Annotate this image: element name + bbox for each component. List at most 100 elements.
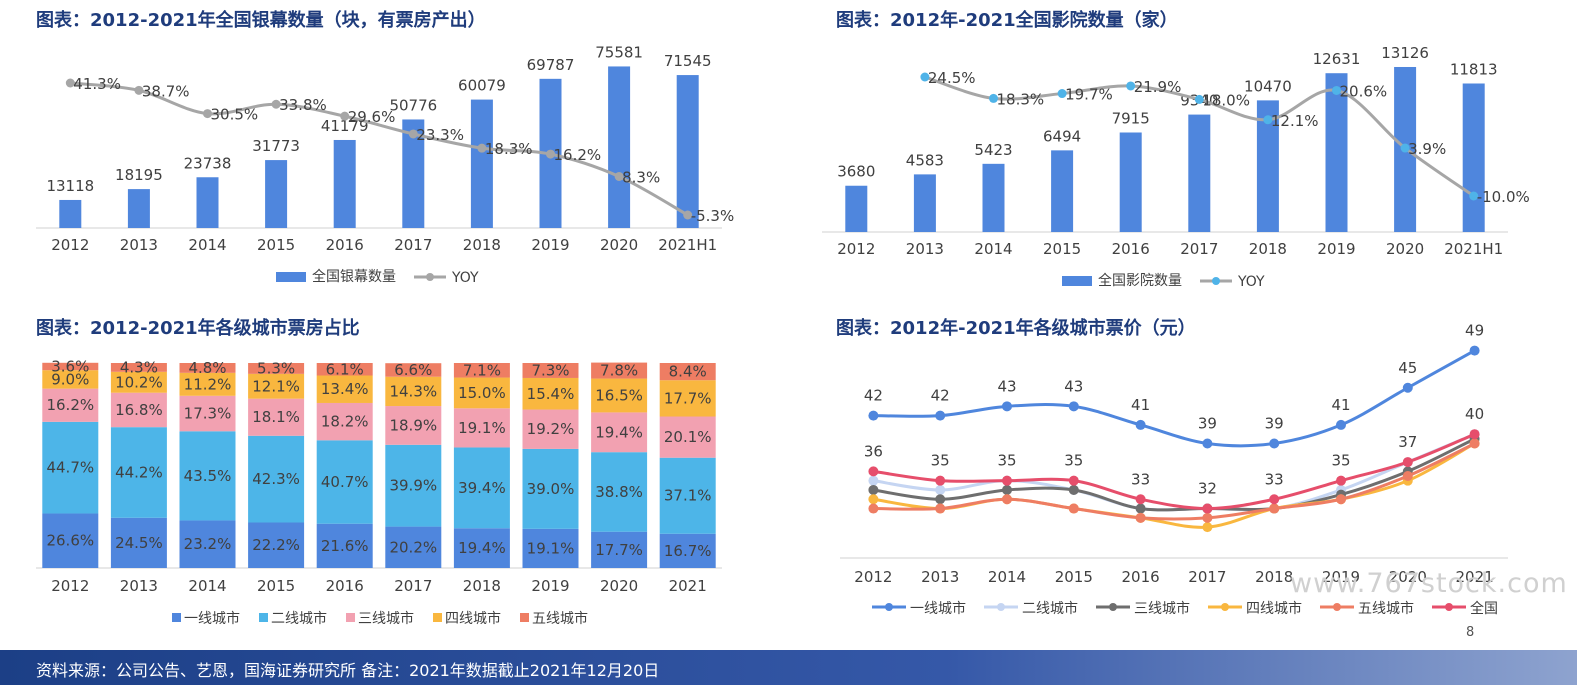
share-segment-label: 6.6% bbox=[394, 361, 432, 379]
price-value-label: 35 bbox=[997, 452, 1016, 470]
price-point bbox=[1068, 475, 1079, 486]
cinemas-yoy-point bbox=[989, 93, 998, 103]
share-segment bbox=[110, 427, 167, 518]
screens-legend-bar-swatch bbox=[276, 272, 306, 282]
price-value-label: 43 bbox=[1064, 377, 1083, 395]
screens-x-tick: 2021H1 bbox=[658, 236, 717, 254]
screens-yoy-label: 29.6% bbox=[348, 108, 396, 126]
price-point bbox=[1002, 484, 1012, 495]
share-segment bbox=[522, 363, 579, 378]
share-legend-swatch bbox=[433, 613, 442, 622]
price-value-label: 45 bbox=[1398, 359, 1417, 377]
share-segment-label: 16.2% bbox=[46, 396, 94, 414]
share-segment bbox=[591, 531, 648, 568]
screens-yoy-point bbox=[683, 210, 693, 220]
screens-legend-bar-label: 全国银幕数量 bbox=[312, 268, 396, 285]
price-value-label: 41 bbox=[1331, 396, 1350, 414]
share-segment bbox=[179, 395, 236, 432]
cinemas-bar bbox=[1188, 114, 1211, 232]
share-segment-label: 19.2% bbox=[527, 420, 575, 438]
screens-bar bbox=[265, 160, 288, 228]
price-x-tick: 2012 bbox=[854, 568, 892, 586]
share-segment bbox=[659, 363, 716, 381]
screens-x-tick: 2013 bbox=[120, 236, 158, 254]
cinemas-yoy-point bbox=[1332, 85, 1341, 95]
share-segment bbox=[179, 520, 236, 568]
price-legend-label: 四线城市 bbox=[1246, 600, 1302, 617]
screens-bar bbox=[608, 66, 631, 228]
screens-yoy-label: 8.3% bbox=[622, 168, 660, 186]
screens-x-tick: 2017 bbox=[394, 236, 432, 254]
share-segment bbox=[453, 528, 510, 568]
share-x-tick: 2015 bbox=[257, 577, 295, 595]
screens-bar bbox=[333, 139, 356, 228]
footer-bar: 资料来源：公司公告、艺恩，国海证券研究所 备注：2021年数据截止2021年12… bbox=[0, 650, 1577, 685]
share-segment-label: 23.2% bbox=[184, 535, 232, 553]
share-segment-label: 8.4% bbox=[669, 363, 707, 381]
cinemas-x-tick: 2021H1 bbox=[1444, 240, 1503, 258]
share-segment-label: 21.6% bbox=[321, 537, 369, 555]
charts-canvas: 13118 18195 23738 31773 41179 50776 60079 69787… bbox=[36, 43, 1530, 627]
screens-bar bbox=[59, 199, 82, 228]
cinemas-yoy-label: 18.3% bbox=[997, 90, 1045, 108]
cinemas-yoy-point bbox=[1057, 89, 1067, 99]
share-segment bbox=[42, 388, 99, 422]
share-segment bbox=[42, 370, 99, 389]
screens-yoy-point bbox=[614, 171, 624, 181]
cinemas-bar-label: 7915 bbox=[1112, 109, 1150, 127]
screens-x-tick: 2019 bbox=[531, 236, 569, 254]
share-segment bbox=[385, 363, 442, 377]
cinemas-bar bbox=[1256, 100, 1279, 233]
cinemas-bar bbox=[913, 174, 936, 232]
price-value-label: 36 bbox=[864, 442, 883, 460]
screens-yoy-label: 23.3% bbox=[416, 126, 464, 144]
price-value-label: 35 bbox=[1064, 452, 1083, 470]
share-segment-label: 7.8% bbox=[600, 362, 638, 380]
share-segment-label: 7.3% bbox=[531, 361, 569, 379]
price-x-tick: 2021 bbox=[1456, 568, 1494, 586]
price-value-label: 39 bbox=[1265, 415, 1284, 433]
share-segment bbox=[110, 371, 167, 393]
cinemas-bar-label: 3680 bbox=[837, 163, 875, 181]
cinemas-yoy-point bbox=[1126, 81, 1136, 91]
cinemas-legend-line-label: YOY bbox=[1237, 274, 1265, 290]
share-segment-label: 4.8% bbox=[188, 359, 226, 377]
screens-bar-label: 75581 bbox=[595, 43, 643, 61]
share-segment-label: 10.2% bbox=[115, 373, 163, 391]
share-segment-label: 18.9% bbox=[389, 416, 437, 434]
share-segment-label: 15.0% bbox=[458, 384, 506, 402]
share-segment-label: 17.7% bbox=[664, 389, 712, 407]
screens-yoy-label: 18.3% bbox=[485, 140, 533, 158]
share-segment bbox=[385, 376, 442, 407]
share-segment bbox=[42, 362, 99, 371]
price-point bbox=[1002, 494, 1012, 505]
share-segment-label: 16.8% bbox=[115, 401, 163, 419]
share-segment bbox=[385, 526, 442, 568]
share-segment-label: 9.0% bbox=[51, 370, 89, 388]
price-point bbox=[1402, 471, 1413, 482]
cinemas-x-tick: 2012 bbox=[837, 240, 875, 258]
price-chart-title: 图表：2012年-2021年各级城市票价（元） bbox=[836, 318, 1196, 339]
share-segment-label: 39.9% bbox=[389, 477, 437, 495]
cinemas-bar bbox=[982, 163, 1005, 232]
screens-bar-label: 50776 bbox=[389, 96, 437, 114]
share-segment-label: 3.6% bbox=[51, 357, 89, 375]
share-segment bbox=[591, 362, 648, 379]
share-segment-label: 26.6% bbox=[46, 532, 94, 550]
price-point bbox=[1269, 438, 1280, 449]
cinemas-x-tick: 2014 bbox=[974, 240, 1012, 258]
screens-chart-title: 图表：2012-2021年全国银幕数量（块，有票房产出） bbox=[36, 10, 486, 31]
cinemas-yoy-label: 20.6% bbox=[1340, 82, 1388, 100]
share-segment-label: 43.5% bbox=[184, 467, 232, 485]
share-segment bbox=[316, 375, 373, 403]
screens-yoy-point bbox=[134, 85, 144, 95]
share-x-tick: 2021 bbox=[669, 577, 707, 595]
price-legend-marker bbox=[885, 603, 893, 611]
price-point bbox=[868, 466, 879, 477]
share-segment bbox=[248, 522, 305, 568]
cinemas-yoy-label: 21.9% bbox=[1134, 78, 1182, 96]
price-point bbox=[935, 410, 946, 421]
price-point bbox=[1002, 401, 1012, 412]
price-point bbox=[868, 494, 879, 505]
price-line bbox=[873, 442, 1476, 521]
